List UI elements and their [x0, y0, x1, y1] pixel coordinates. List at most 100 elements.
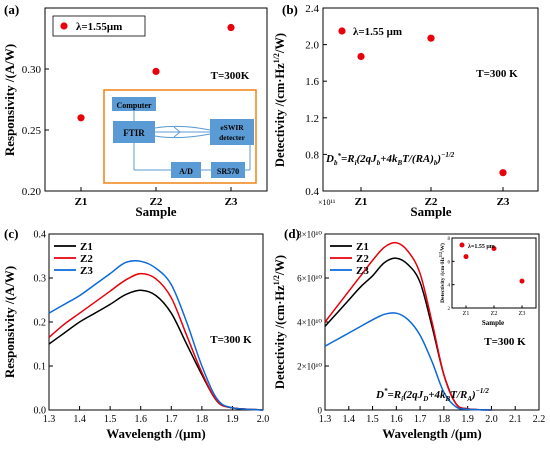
- panel-c-xtick-label: 1.4: [73, 414, 86, 425]
- panel-c-ytick-label: 0.3: [34, 274, 47, 285]
- inset-point-Z3: [519, 278, 525, 284]
- panel-a-ytick-label: 0.25: [22, 125, 42, 137]
- panel-d-ylabel: Detectivity /(cm·Hz1/2/W): [272, 255, 287, 389]
- panel-b-multiplier: ×10¹¹: [318, 198, 336, 207]
- panel-a-ytick-label: 0.30: [22, 64, 42, 76]
- panel-c-ytick-label: 0.4: [34, 230, 47, 241]
- panel-b-label: (b): [282, 2, 298, 17]
- ftir-label: FTIR: [123, 128, 145, 138]
- panel-d-legend-label-Z2: Z2: [356, 253, 369, 265]
- panel-c-xtick-label: 1.9: [226, 414, 239, 425]
- panel-b-ytick-label: 0.8: [305, 149, 319, 161]
- panel-d-legend-label-Z3: Z3: [356, 265, 369, 277]
- inset-ytick-label: 6: [448, 260, 451, 265]
- inset-point-Z2: [491, 246, 497, 251]
- panel-c-xtick-label: 1.7: [165, 414, 178, 425]
- setup-connectors: [133, 111, 251, 171]
- panel-c-xtick-label: 1.6: [134, 414, 147, 425]
- panel-d-ytick-label: 0: [318, 406, 323, 416]
- panel-b-legend-marker: [338, 27, 346, 35]
- detector-label-1: eSWIR: [220, 123, 244, 132]
- panel-d-xtick-label: 2.0: [485, 414, 498, 425]
- panel-b-xlabel: Sample: [410, 204, 451, 219]
- panel-c-line-Z2: [48, 272, 264, 411]
- panel-c-line-Z3: [48, 259, 264, 411]
- computer-box: [112, 97, 156, 111]
- panel-a-label: (a): [4, 2, 19, 17]
- panel-c-label: (c): [4, 226, 18, 241]
- panel-b-point-Z1: [357, 52, 365, 61]
- computer-label: Computer: [116, 101, 152, 110]
- panel-d-xtick-label: 1.9: [461, 414, 474, 425]
- detector-box: [210, 119, 254, 145]
- ad-label: A/D: [179, 167, 193, 176]
- panel-d-formula: D*=Ri(2qJD+4kBT/RA)−1/2: [375, 387, 489, 403]
- panel-d-legend-label-Z1: Z1: [356, 241, 369, 253]
- panel-c: (c) 0.0 0.1 0.2 0.3 0.4 1.3 1.4 1.5 1.6 1.7 1.8 1.…: [2, 226, 269, 441]
- panel-b-ytick-label: 2.0: [305, 40, 319, 52]
- panel-c-legend-label-Z1: Z1: [80, 241, 93, 253]
- setup-diagram: Computer FTIR eSWIR detecter A/D SR570: [103, 89, 257, 184]
- panel-b: (b) 0.4 0.8 1.2 1.6 2.0 2.4 Z1 Z2 Z3 ×10¹¹ Samp…: [272, 2, 539, 219]
- panel-d-xtick-label: 1.4: [343, 414, 356, 425]
- panel-b-ytick-label: 2.4: [305, 3, 319, 15]
- panel-a-annotation: T=300K: [211, 70, 250, 82]
- panel-a-legend-marker: [60, 22, 68, 30]
- panel-d-xtick-label: 1.7: [414, 414, 427, 425]
- panel-d-xtick-label: 1.6: [390, 414, 403, 425]
- ftir-box: [113, 121, 155, 143]
- panel-d-ytick-label: 2×10¹⁰: [297, 362, 322, 372]
- inset-legend-marker: [459, 242, 465, 248]
- panel-a: (a) 0.20 0.25 0.30 Z1 Z2 Z3 Sample Responsiv…: [2, 2, 268, 219]
- inset-ytick-label: 8: [448, 237, 451, 242]
- panel-c-legend-label-Z3: Z3: [80, 265, 93, 277]
- panel-d-ytick-label: 8×10¹⁰: [297, 230, 322, 240]
- panel-d-annotation: T=300 K: [484, 336, 526, 348]
- panel-d-xtick-label: 2.1: [509, 414, 522, 425]
- panel-a-point-Z3: [227, 23, 235, 32]
- panel-b-xtick-label: Z1: [355, 196, 368, 208]
- panel-a-point-Z2: [152, 67, 160, 76]
- panel-c-ylabel: Responsivity /(A/W): [2, 266, 17, 378]
- panel-b-annotation: T=300 K: [476, 68, 518, 80]
- panel-d-xtick-label: 1.5: [366, 414, 379, 425]
- panel-c-legend-label-Z2: Z2: [80, 253, 93, 265]
- panel-c-xtick-label: 1.5: [104, 414, 117, 425]
- inset-ytick-label: 4: [448, 284, 451, 289]
- panel-a-ylabel: Responsivity /(A/W): [2, 44, 17, 156]
- panel-c-xlabel: Wavelength /(μm): [106, 426, 205, 441]
- inset-xtick-label: Z3: [519, 311, 526, 317]
- panel-b-ylabel: Detectivity /(cm·Hz1/2/W): [272, 33, 287, 167]
- panel-a-point-Z1: [77, 114, 85, 122]
- panel-a-legend-box: [52, 15, 146, 37]
- panel-b-ytick-label: 0.4: [305, 186, 319, 198]
- panel-c-line-Z1: [48, 289, 264, 411]
- inset-legend-text: λ=1.55 μm: [468, 244, 495, 250]
- inset-ylabel: Detectivity /(cm·Hz1/2/W): [438, 243, 446, 303]
- inset-point-Z1: [463, 254, 469, 260]
- panel-d-xtick-label: 1.3: [319, 414, 332, 425]
- panel-a-xlabel: Sample: [135, 204, 176, 219]
- panel-d-ytick-label: 6×10¹⁰: [297, 274, 322, 284]
- panel-d-line-Z2: [324, 241, 492, 411]
- panel-b-formula: Db*=Ri(2qJb+4kBT/(RA)b)−1/2: [325, 151, 455, 167]
- panel-a-legend-text: λ=1.55μm: [76, 21, 122, 33]
- panel-a-xtick-label: Z2: [150, 196, 163, 208]
- inset-xtick-label: Z1: [463, 311, 470, 317]
- panel-a-xtick-label: Z3: [225, 196, 238, 208]
- inset-ytick-label: 2: [448, 307, 451, 312]
- inset-xlabel: Sample: [482, 319, 504, 327]
- panel-d: (d) 0 2×10¹⁰ 4×10¹⁰ 6×10¹⁰ 8×10¹⁰ 1.3 1.4 1.5 1…: [272, 226, 545, 441]
- detector-label-2: detecter: [219, 133, 245, 142]
- sr570-box: [211, 162, 245, 178]
- panel-c-ytick-label: 0.0: [34, 406, 47, 417]
- panel-b-legend-text: λ=1.55 μm: [353, 26, 402, 38]
- panel-d-ytick-label: 4×10¹⁰: [297, 318, 322, 328]
- panel-d-inset: 2 4 6 8 Z1 Z2 Z3 λ=1.55 μm Sample Detectivity…: [438, 237, 537, 327]
- panel-b-point-Z3: [499, 169, 507, 177]
- panel-c-annotation: T=300 K: [210, 334, 252, 346]
- panel-b-xtick-label: Z3: [497, 196, 510, 208]
- panel-d-label: (d): [284, 226, 300, 241]
- panel-b-ytick-label: 1.6: [305, 76, 319, 88]
